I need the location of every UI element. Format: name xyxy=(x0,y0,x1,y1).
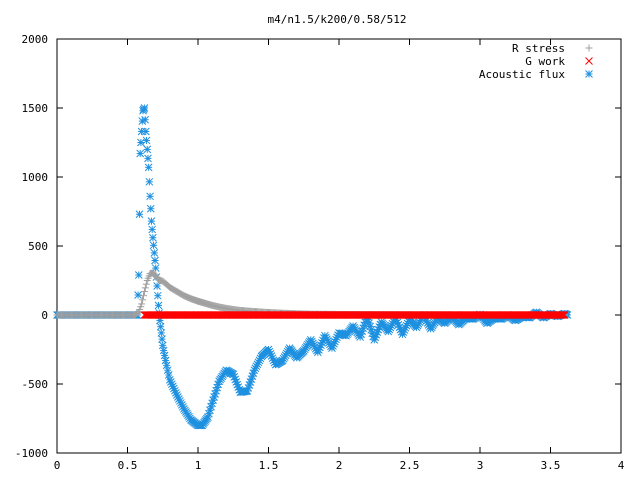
chart-title: m4/n1.5/k200/0.58/512 xyxy=(267,13,406,26)
x-tick-label: 0 xyxy=(54,459,61,472)
data-point xyxy=(142,280,150,288)
x-tick-label: 1.5 xyxy=(259,459,279,472)
data-point xyxy=(149,241,158,250)
legend-marker xyxy=(585,70,593,78)
data-point xyxy=(142,136,151,145)
data-point xyxy=(138,300,146,308)
legend-label: G work xyxy=(525,55,565,68)
x-tick-label: 4 xyxy=(618,459,625,472)
x-tick-label: 2 xyxy=(336,459,343,472)
data-point xyxy=(139,292,147,300)
data-point xyxy=(141,127,150,136)
data-point xyxy=(558,311,567,319)
data-point xyxy=(153,291,162,300)
data-point xyxy=(156,322,165,331)
y-tick-label: -500 xyxy=(22,378,49,391)
x-tick-label: 2.5 xyxy=(400,459,420,472)
axes: 0 0.5 1 1.5 2 2.5 3 3.5 4 -1000 -500 0 500 1000 1500 20… xyxy=(15,33,625,472)
data-layer xyxy=(53,104,572,430)
y-tick-label: 1500 xyxy=(22,102,49,115)
data-point xyxy=(134,271,143,279)
data-point xyxy=(157,329,166,337)
y-tick-label: 2000 xyxy=(22,33,49,46)
data-point xyxy=(134,291,142,299)
data-point xyxy=(149,233,157,242)
y-tick-label: 1000 xyxy=(22,171,49,184)
y-tick-label: 500 xyxy=(28,240,48,253)
legend-label: R stress xyxy=(512,42,565,55)
data-point xyxy=(150,249,159,257)
legend-label: Acoustic flux xyxy=(479,68,565,81)
data-point xyxy=(135,210,144,219)
x-tick-label: 3 xyxy=(477,459,484,472)
x-tick-label: 3.5 xyxy=(541,459,561,472)
x-tick-label: 0.5 xyxy=(118,459,138,472)
data-point xyxy=(143,145,152,154)
series-g-work xyxy=(140,311,569,319)
data-point xyxy=(154,301,163,310)
legend-marker xyxy=(585,44,593,52)
y-tick-label: -1000 xyxy=(15,447,48,460)
x-tick-label: 1 xyxy=(195,459,202,472)
data-point xyxy=(145,177,154,186)
series-r-stress xyxy=(53,269,569,319)
data-point xyxy=(160,351,169,360)
y-tick-label: 0 xyxy=(41,309,48,322)
data-point xyxy=(153,282,161,290)
data-point xyxy=(141,115,149,124)
data-point xyxy=(158,341,167,350)
data-point xyxy=(136,149,145,158)
data-point xyxy=(141,284,149,292)
data-point xyxy=(151,256,159,265)
data-point xyxy=(158,335,166,344)
data-point xyxy=(557,311,566,319)
plot-frame xyxy=(56,38,622,454)
data-point xyxy=(560,311,569,319)
data-point xyxy=(559,311,568,319)
data-point xyxy=(159,346,168,355)
data-point xyxy=(148,225,157,234)
data-point xyxy=(147,217,156,226)
series-acoustic-flux xyxy=(53,104,572,430)
data-point xyxy=(144,163,153,172)
data-point xyxy=(144,154,152,163)
data-point xyxy=(146,204,155,213)
data-point xyxy=(140,104,149,112)
data-point xyxy=(139,296,147,304)
data-point xyxy=(161,356,170,365)
legend-marker xyxy=(585,57,593,65)
data-point xyxy=(162,361,171,370)
data-point xyxy=(146,192,154,201)
data-point xyxy=(140,288,148,296)
data-point xyxy=(163,366,172,375)
data-point xyxy=(164,371,173,379)
